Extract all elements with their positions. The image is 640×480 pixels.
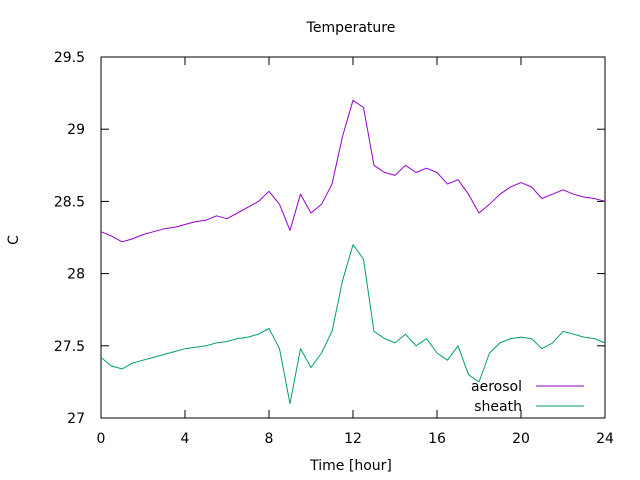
x-tick-label: 24: [596, 431, 614, 447]
y-axis-label: C: [6, 235, 22, 245]
series-line-aerosol: [100, 99, 606, 243]
legend-label-sheath: sheath: [474, 399, 522, 415]
y-tick-label: 29: [67, 122, 85, 138]
y-tick-label: 27.5: [54, 339, 85, 355]
x-tick-label: 16: [428, 431, 446, 447]
x-axis-ticks: 0 4 8 12 16 20 24: [97, 57, 614, 447]
plot-frame: [100, 56, 606, 419]
plot-border: [100, 56, 606, 419]
series-lines: [100, 99, 606, 405]
x-tick-label: 0: [97, 431, 106, 447]
y-tick-label: 29.5: [54, 50, 85, 66]
x-tick-label: 12: [344, 431, 362, 447]
x-tick-label: 8: [265, 431, 274, 447]
y-tick-label: 28.5: [54, 194, 85, 210]
legend: aerosol sheath: [471, 379, 584, 415]
x-tick-label: 20: [512, 431, 530, 447]
legend-label-aerosol: aerosol: [471, 379, 522, 395]
y-axis-ticks: 27 27.5 28 28.5 29 29.5: [54, 50, 605, 427]
x-axis-label: Time [hour]: [309, 458, 392, 474]
x-tick-label: 4: [181, 431, 190, 447]
chart-title: Temperature: [306, 20, 396, 36]
series-line-sheath: [100, 244, 606, 405]
y-tick-label: 28: [67, 267, 85, 283]
y-tick-label: 27: [67, 411, 85, 427]
